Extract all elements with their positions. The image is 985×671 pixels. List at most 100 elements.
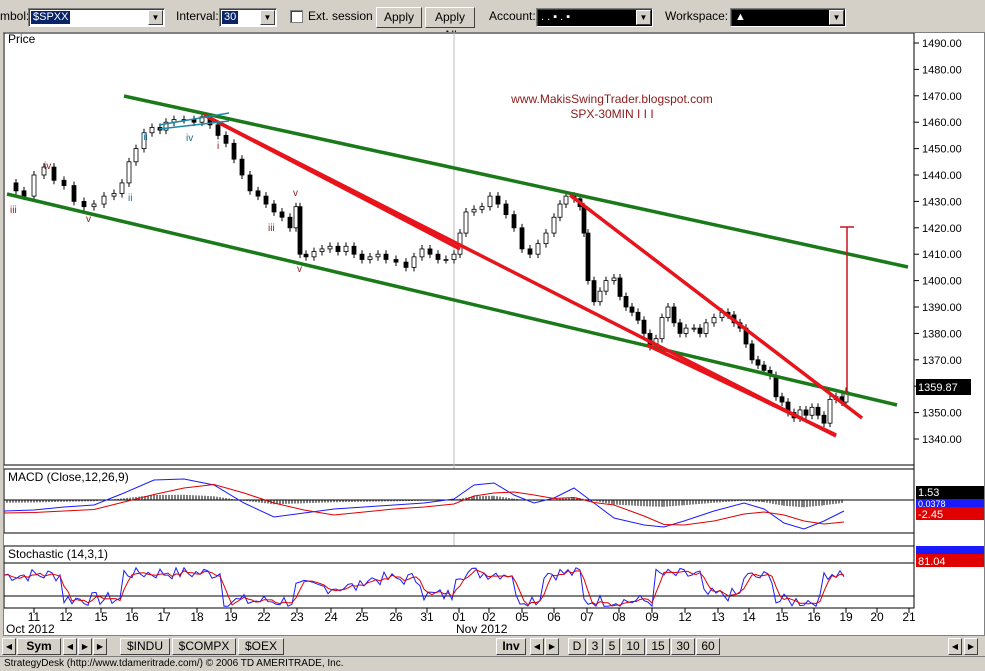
candle-body xyxy=(495,195,501,205)
apply-all-button[interactable]: Apply All xyxy=(425,7,475,42)
tab-interval-5[interactable]: 5 xyxy=(604,638,620,655)
workspace-label: Workspace: xyxy=(665,9,729,23)
tab-interval-60[interactable]: 60 xyxy=(696,638,720,655)
macd-value-badge xyxy=(916,486,984,499)
scroll-right-icon[interactable]: ▶ xyxy=(78,638,92,655)
stochastic-badge-1 xyxy=(916,546,984,554)
wave-label: i xyxy=(217,141,219,152)
candle-body xyxy=(803,409,809,416)
candle-body xyxy=(403,261,409,268)
candle-body xyxy=(343,245,349,252)
candle-body xyxy=(591,280,597,303)
candle-body xyxy=(163,121,169,131)
candle-body xyxy=(755,359,761,366)
account-label: Account: xyxy=(489,9,536,23)
workspace-combo[interactable]: ▲ ▼ xyxy=(730,8,846,27)
candle-body xyxy=(119,182,125,194)
scroll-right-end-icon[interactable]: ▶ xyxy=(93,638,107,655)
current-price-value: 1359.87 xyxy=(918,382,958,394)
interval-label: Interval: xyxy=(176,9,219,23)
candle-body xyxy=(435,253,441,260)
candle-body xyxy=(327,245,333,250)
month-label-nov: Nov 2012 xyxy=(456,622,508,635)
chart-frame[interactable]: 1490.00 1480.00 1470.00 1460.00 1450.00 1440.… xyxy=(3,32,985,636)
scroll-left-icon[interactable]: ◀ xyxy=(530,638,544,655)
candle-body xyxy=(623,296,629,308)
candle-body xyxy=(597,290,603,303)
candle-body xyxy=(71,185,77,202)
candle-body xyxy=(293,206,299,229)
candle-body xyxy=(815,406,821,416)
scroll-left-icon[interactable]: ◀ xyxy=(63,638,77,655)
candle-body xyxy=(367,256,373,260)
toolbar: mbol: $SPXX ▼ Interval: 30 ▼ Ext. sessio… xyxy=(0,0,985,42)
candle-body xyxy=(255,190,261,197)
wave-label: iv xyxy=(186,133,193,144)
candle-body xyxy=(335,245,341,252)
chart-svg[interactable]: 1490.00 1480.00 1470.00 1460.00 1450.00 1440.… xyxy=(3,32,984,636)
month-label-oct: Oct 2012 xyxy=(6,622,55,635)
stochastic-d-line xyxy=(3,569,845,607)
tab-interval-3[interactable]: 3 xyxy=(587,638,603,655)
tab-indu[interactable]: $INDU xyxy=(120,638,170,655)
tab-compx[interactable]: $COMPX xyxy=(172,638,236,655)
interval-value: 30 xyxy=(222,11,239,24)
candle-body xyxy=(263,195,269,205)
tab-interval-15[interactable]: 15 xyxy=(646,638,670,655)
apply-button[interactable]: Apply xyxy=(376,7,422,28)
ext-session-checkbox[interactable] xyxy=(290,10,303,23)
time-tick-label: 22 xyxy=(257,610,271,624)
time-tick-label: 12 xyxy=(678,610,692,624)
candle-body xyxy=(297,206,303,255)
tab-interval-d[interactable]: D xyxy=(568,638,586,655)
price-tick-label: 1410.00 xyxy=(922,249,962,261)
time-tick-label: 13 xyxy=(711,610,725,624)
candle-body xyxy=(51,166,57,181)
candle-body xyxy=(126,161,132,184)
candle-body xyxy=(303,253,309,258)
macd-value-badge-3 xyxy=(916,507,984,520)
candle-body xyxy=(311,251,317,258)
chevron-down-icon[interactable]: ▼ xyxy=(260,10,275,25)
time-tick-label: 31 xyxy=(420,610,434,624)
candle-body xyxy=(557,203,563,218)
candle-body xyxy=(749,343,755,361)
candle-body xyxy=(683,327,689,334)
interval-combo[interactable]: 30 ▼ xyxy=(219,8,277,27)
chevron-down-icon[interactable]: ▼ xyxy=(829,10,844,25)
candle-body xyxy=(665,306,671,318)
tab-interval-30[interactable]: 30 xyxy=(671,638,695,655)
candle-body xyxy=(677,322,683,334)
tab-inv[interactable]: Inv xyxy=(496,638,526,655)
symbol-combo[interactable]: $SPXX ▼ xyxy=(28,8,165,27)
price-tick-label: 1450.00 xyxy=(922,144,962,156)
time-tick-label: 05 xyxy=(515,610,529,624)
time-tick-label: 14 xyxy=(742,610,756,624)
candle-body xyxy=(479,206,485,210)
account-combo[interactable]: . . ▪ . ▪ ▼ xyxy=(536,8,653,27)
macd-signal-line xyxy=(3,483,845,526)
candle-body xyxy=(271,203,277,213)
candle-body xyxy=(519,227,525,250)
candle-body xyxy=(703,322,709,334)
candle-body xyxy=(585,232,591,282)
tab-sym[interactable]: Sym xyxy=(17,638,61,655)
scroll-right-icon[interactable]: ▶ xyxy=(545,638,559,655)
symbol-value: $SPXX xyxy=(31,11,71,24)
first-arrow-icon[interactable]: ◀ xyxy=(2,638,16,655)
time-tick-label: 01 xyxy=(452,610,466,624)
candle-body xyxy=(563,195,569,205)
scroll-left-icon[interactable]: ◀ xyxy=(948,638,962,655)
chevron-down-icon[interactable]: ▼ xyxy=(636,10,651,25)
time-tick-label: 06 xyxy=(547,610,561,624)
candle-body xyxy=(21,190,27,197)
chevron-down-icon[interactable]: ▼ xyxy=(148,10,163,25)
candle-body xyxy=(629,306,635,313)
candle-body xyxy=(773,375,779,398)
scroll-right-icon[interactable]: ▶ xyxy=(964,638,978,655)
candle-body xyxy=(487,195,493,208)
tab-oex[interactable]: $OEX xyxy=(238,638,284,655)
candle-body xyxy=(827,398,833,424)
candle-body xyxy=(239,158,245,176)
tab-interval-10[interactable]: 10 xyxy=(621,638,645,655)
